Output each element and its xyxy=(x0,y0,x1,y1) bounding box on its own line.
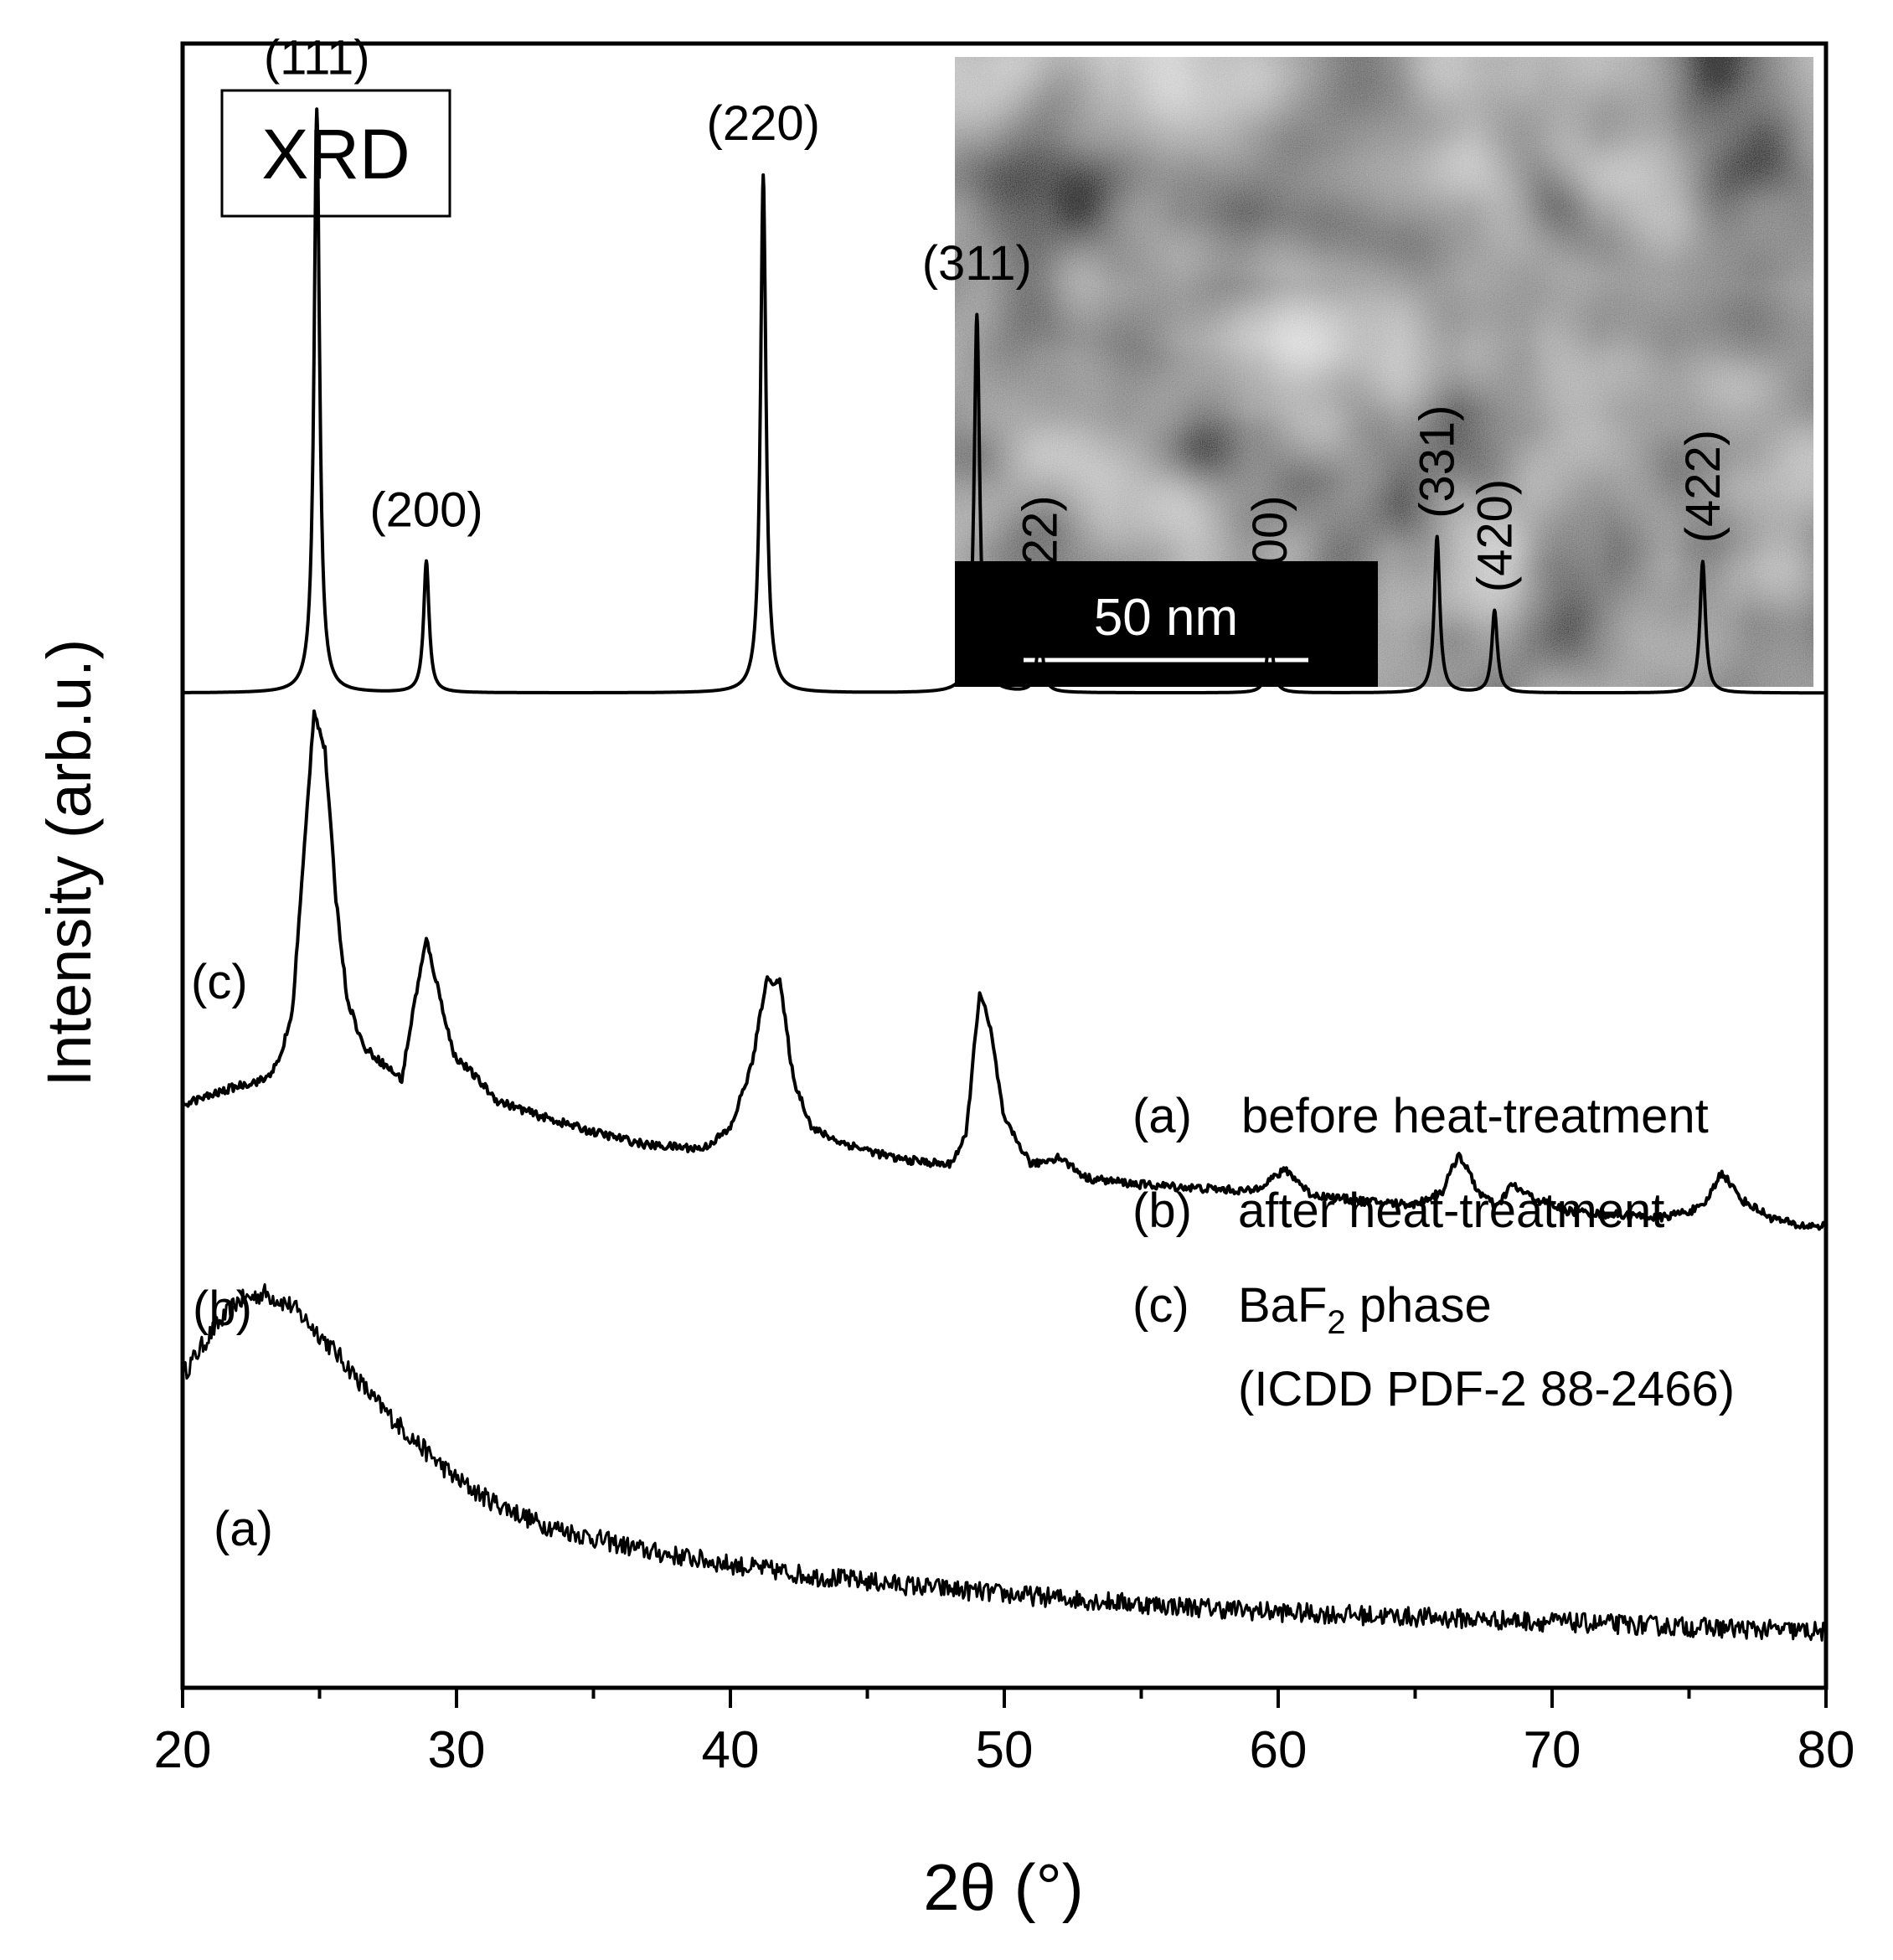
x-axis-tick-labels: 20 30 40 50 60 70 80 xyxy=(154,1721,1855,1779)
curve-labels: (a) (b) (c) xyxy=(191,955,273,1556)
x-tick-label: 60 xyxy=(1250,1721,1308,1779)
series-a-line xyxy=(181,1283,1827,1642)
x-axis-label: 2θ (°) xyxy=(923,1850,1084,1924)
legend-key: (a) xyxy=(1132,1089,1192,1143)
peak-label: (331) xyxy=(1411,405,1465,518)
curve-label: (a) xyxy=(214,1502,273,1556)
peak-label: (200) xyxy=(369,482,482,537)
x-tick-label: 50 xyxy=(976,1721,1034,1779)
legend-key: (b) xyxy=(1132,1184,1192,1238)
panel-label-text: XRD xyxy=(261,115,410,193)
x-tick-label: 70 xyxy=(1524,1721,1581,1779)
series-b-line xyxy=(181,709,1828,1231)
legend-text-subscript: 2 xyxy=(1327,1304,1345,1341)
legend-text-suffix: phase xyxy=(1346,1278,1492,1333)
peak-labels: (111) (200) (220) (311) (222) (400) (331)(420)… xyxy=(264,31,1731,609)
x-tick-label: 30 xyxy=(428,1721,486,1779)
series-group xyxy=(181,107,1828,1642)
peak-label: (400) xyxy=(1243,495,1297,608)
peak-label: (220) xyxy=(707,96,820,151)
series-c-line xyxy=(181,107,1828,695)
peak-label: (111) xyxy=(264,31,370,85)
legend-text-line2: (ICDD PDF-2 88-2466) xyxy=(1238,1362,1735,1416)
peak-label: (420) xyxy=(1467,479,1522,592)
panel-label-box xyxy=(220,89,451,218)
peak-label: (222) xyxy=(1014,495,1068,608)
peak-label: (311) xyxy=(922,236,1032,291)
peak-label: (422) xyxy=(1676,430,1731,543)
scale-bar-label: 50 nm xyxy=(1094,589,1238,647)
legend: (a) before heat-treatment (b) after heat… xyxy=(1132,1089,1735,1416)
x-tick-label: 80 xyxy=(1798,1721,1855,1779)
legend-text: after heat-treatment xyxy=(1238,1184,1664,1238)
x-axis-ticks xyxy=(181,1688,1828,1708)
x-tick-label: 20 xyxy=(154,1721,212,1779)
curve-label: (b) xyxy=(193,1282,252,1336)
curve-label: (c) xyxy=(191,955,248,1009)
tem-inset: 50 nm xyxy=(955,57,1813,687)
scale-bar-box xyxy=(955,561,1378,687)
legend-text-prefix: BaF xyxy=(1238,1278,1327,1333)
x-tick-label: 40 xyxy=(702,1721,760,1779)
y-axis-label: Intensity (arb.u.) xyxy=(34,639,104,1087)
legend-key: (c) xyxy=(1132,1278,1189,1333)
legend-text: before heat-treatment xyxy=(1241,1089,1709,1143)
legend-text: BaF2 phase xyxy=(1238,1278,1492,1341)
panel-label: XRD xyxy=(220,89,451,218)
